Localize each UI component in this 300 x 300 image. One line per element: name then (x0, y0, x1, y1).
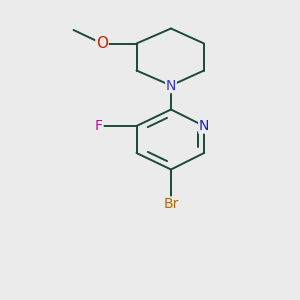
Text: Br: Br (163, 197, 179, 211)
Text: N: N (199, 119, 209, 133)
Text: N: N (166, 79, 176, 92)
Text: O: O (96, 36, 108, 51)
Text: F: F (95, 119, 103, 133)
